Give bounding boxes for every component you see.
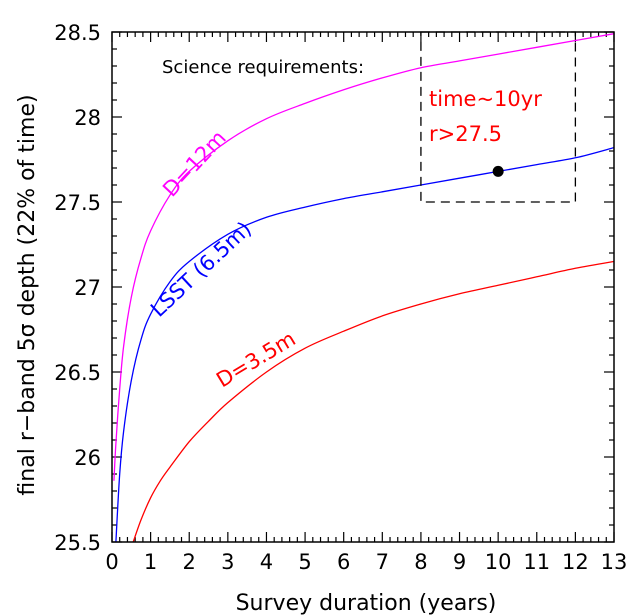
x-tick-label: 0 [105, 550, 118, 574]
series-line-1 [115, 146, 614, 542]
science-requirements-label: Science requirements: [162, 57, 364, 78]
time-requirement-label: time~10yr [429, 87, 542, 111]
x-tick-labels: 0 1 2 3 4 5 6 7 8 9 10 11 12 13 [105, 550, 627, 574]
y-tick-label: 28 [74, 106, 101, 130]
x-tick-label: 10 [485, 550, 512, 574]
x-tick-label: 3 [221, 550, 234, 574]
series-line-0 [113, 33, 614, 481]
plot-frame [111, 31, 615, 543]
y-tick-label: 28.5 [54, 21, 101, 45]
series-line-2 [132, 260, 614, 542]
y-tick-label: 25.5 [54, 531, 101, 555]
axis-ticks [111, 31, 615, 543]
y-tick-label: 27.5 [54, 191, 101, 215]
series-label-lsst: LSST (6.5m) [146, 217, 256, 322]
y-axis-label: final r−band 5σ depth (22% of time) [15, 94, 40, 495]
x-tick-label: 8 [414, 550, 427, 574]
depth-requirement-label: r>27.5 [429, 122, 502, 146]
x-tick-label: 1 [144, 550, 157, 574]
x-tick-label: 11 [523, 550, 550, 574]
y-tick-label: 26 [74, 446, 101, 470]
y-tick-label: 27 [74, 276, 101, 300]
x-tick-label: 4 [260, 550, 273, 574]
y-tick-labels: 25.5 26 26.5 27 27.5 28 28.5 [54, 21, 101, 555]
x-axis-label: Survey duration (years) [236, 591, 497, 616]
series-label-12m: D=12m [158, 126, 231, 202]
data-points [492, 165, 504, 177]
y-tick-label: 26.5 [54, 361, 101, 385]
x-tick-label: 2 [183, 550, 196, 574]
x-tick-label: 13 [601, 550, 628, 574]
x-tick-label: 7 [376, 550, 389, 574]
x-tick-label: 12 [562, 550, 589, 574]
x-tick-label: 6 [337, 550, 350, 574]
x-tick-label: 9 [453, 550, 466, 574]
x-tick-label: 5 [298, 550, 311, 574]
lsst-10yr-point [492, 165, 504, 177]
